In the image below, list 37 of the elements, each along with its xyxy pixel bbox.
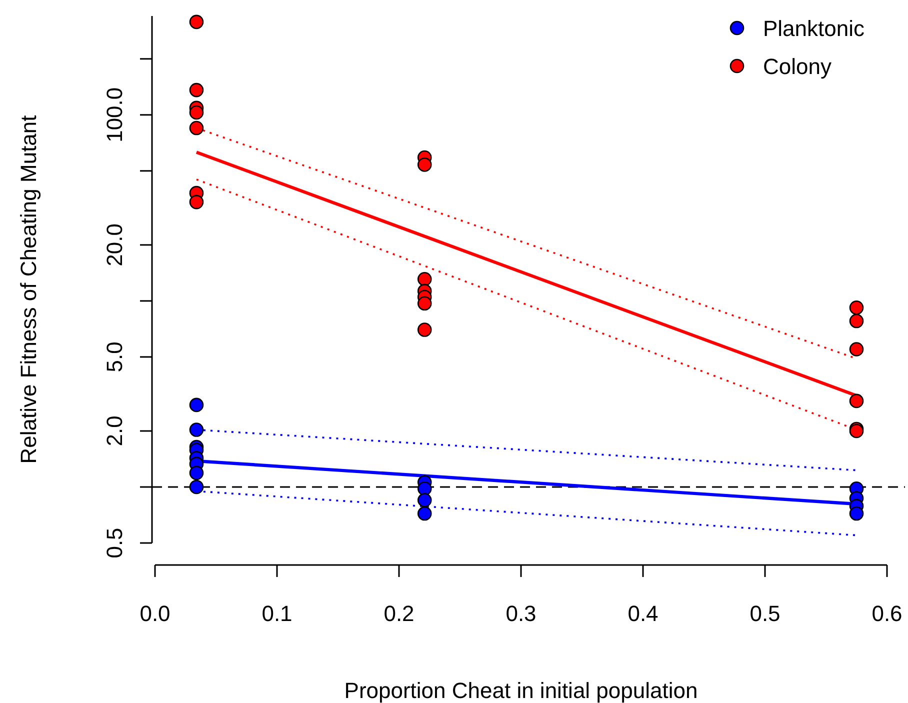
- point: [189, 422, 204, 437]
- point: [417, 158, 432, 172]
- point: [189, 194, 204, 210]
- x-axis-title: Proportion Cheat in initial population: [344, 678, 698, 703]
- x-tick-label: 0.4: [628, 601, 658, 626]
- point: [189, 398, 204, 412]
- point: [417, 481, 432, 496]
- y-tick-label: 2.0: [102, 416, 127, 446]
- point: [417, 322, 432, 337]
- point: [849, 314, 864, 328]
- point: [849, 506, 864, 521]
- x-tick-label: 0.1: [262, 601, 292, 626]
- y-tick-label: 100.0: [102, 87, 127, 142]
- legend-label: Colony: [763, 54, 832, 79]
- x-tick-label: 0.6: [872, 601, 902, 626]
- legend-label: Planktonic: [763, 16, 865, 41]
- point: [417, 492, 432, 508]
- point: [849, 342, 864, 356]
- x-tick-label: 0.5: [750, 601, 780, 626]
- point: [849, 300, 864, 315]
- point: [417, 272, 432, 286]
- point: [189, 105, 204, 120]
- x-tick-label: 0.0: [140, 601, 170, 626]
- y-tick-label: 20.0: [102, 224, 127, 266]
- point: [189, 14, 204, 30]
- x-tick-label: 0.3: [506, 601, 536, 626]
- point: [417, 296, 432, 311]
- point: [189, 480, 204, 494]
- y-tick-label: 5.0: [102, 342, 127, 372]
- point: [189, 466, 204, 480]
- x-tick-label: 0.2: [384, 601, 414, 626]
- point: [189, 120, 204, 136]
- y-axis-title: Relative Fitness of Cheating Mutant: [16, 115, 41, 464]
- point: [189, 82, 204, 98]
- y-tick-label: 0.5: [102, 528, 127, 558]
- point: [417, 506, 432, 521]
- point: [849, 394, 864, 408]
